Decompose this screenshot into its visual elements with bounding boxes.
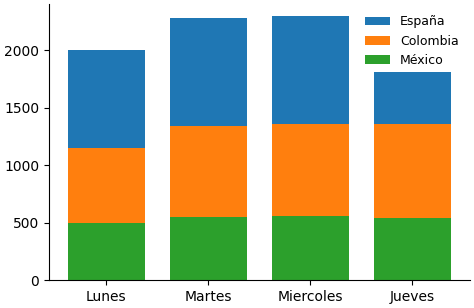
Bar [272,216,349,280]
Bar [272,124,349,216]
Bar [272,16,349,124]
Bar [170,217,246,280]
Bar [68,148,145,223]
Bar [374,218,451,280]
Bar [68,223,145,280]
Bar [68,50,145,148]
Bar [170,18,246,126]
Bar [374,67,451,124]
Bar [374,124,451,218]
Legend: España, Colombia, México: España, Colombia, México [360,10,464,72]
Bar [170,126,246,217]
